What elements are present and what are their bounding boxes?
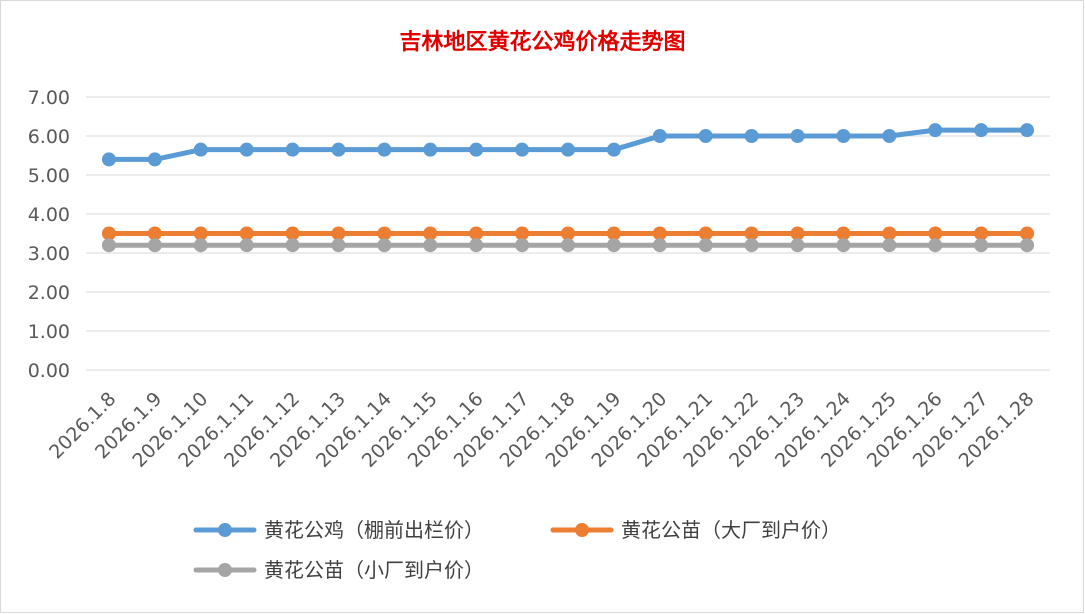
data-point [239,142,254,157]
data-point [193,142,208,157]
y-tick-label: 6.00 [28,126,70,148]
data-point [147,238,162,253]
data-point [469,142,484,157]
data-point [515,238,530,253]
legend-label: 黄花公苗（大厂到户价） [621,518,841,542]
data-point [606,142,621,157]
legend-swatch-marker [218,523,232,537]
data-point [285,226,300,241]
y-tick-label: 4.00 [28,204,70,226]
data-point [515,142,530,157]
data-point [239,226,254,241]
y-tick-label: 1.00 [28,321,70,343]
legend-swatch-marker [218,563,232,577]
data-point [1020,226,1035,241]
data-point [193,226,208,241]
y-tick-label: 7.00 [28,87,70,109]
data-point [606,238,621,253]
data-point [744,238,759,253]
data-point [836,129,851,143]
data-point [101,152,116,167]
data-point [790,129,805,143]
data-point [744,129,759,143]
data-point [561,226,575,241]
data-point [147,226,162,241]
data-point [974,226,989,241]
data-point [331,142,346,157]
data-point [377,238,392,253]
data-point [331,238,346,253]
data-point [928,226,943,241]
data-point [101,226,116,241]
data-point [652,226,667,241]
data-point [423,142,438,157]
data-point [147,152,162,167]
data-point [698,238,713,253]
data-point [377,226,392,241]
data-point [469,226,484,241]
data-point [101,238,116,253]
data-point [423,238,438,253]
data-point [515,226,530,241]
legend-label: 黄花公鸡（棚前出栏价） [264,518,484,542]
data-point [606,226,621,241]
legend-swatch-marker [575,523,589,537]
data-point [652,238,667,253]
data-point [285,238,300,253]
data-point [698,226,713,241]
data-point [561,142,575,157]
y-tick-label: 5.00 [28,165,70,187]
data-point [882,226,897,241]
data-point [1020,123,1035,138]
y-tick-label: 2.00 [28,282,70,304]
data-point [561,238,575,253]
data-point [974,123,989,138]
data-point [1020,238,1035,253]
data-point [698,129,713,143]
data-point [790,238,805,253]
data-point [423,226,438,241]
data-point [285,142,300,157]
data-point [928,238,943,253]
data-point [836,238,851,253]
chart-title: 吉林地区黄花公鸡价格走势图 [399,29,686,55]
y-tick-label: 0.00 [28,360,70,382]
legend-label: 黄花公苗（小厂到户价） [264,558,484,582]
data-point [652,129,667,143]
data-point [331,226,346,241]
data-point [193,238,208,253]
data-point [377,142,392,157]
data-point [882,129,897,143]
data-point [882,238,897,253]
data-point [239,238,254,253]
data-point [744,226,759,241]
data-point [836,226,851,241]
data-point [469,238,484,253]
y-tick-label: 3.00 [28,243,70,265]
data-point [974,238,989,253]
data-point [790,226,805,241]
data-point [928,123,943,138]
